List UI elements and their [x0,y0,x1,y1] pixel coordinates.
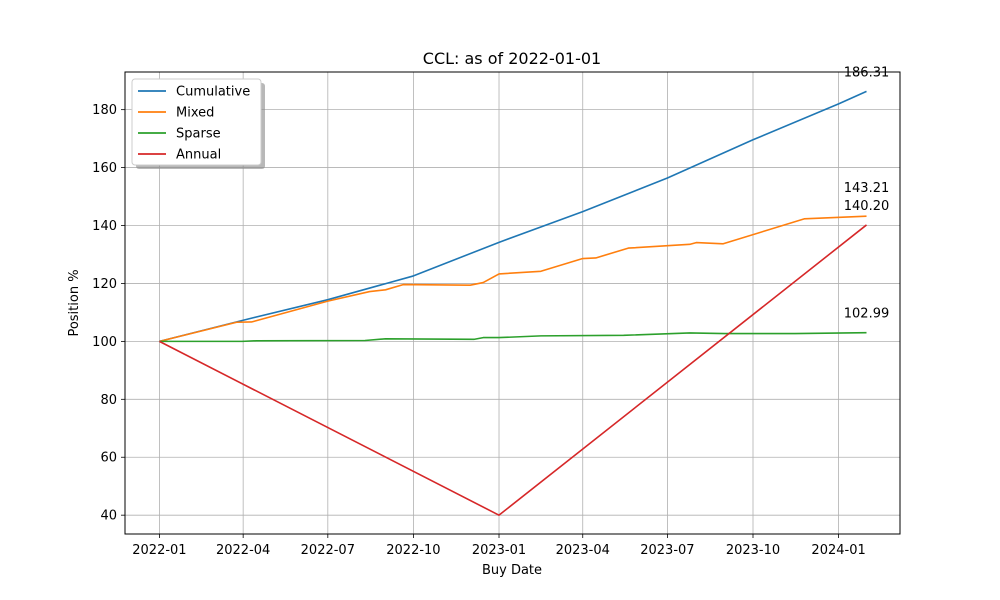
legend-label-cumulative: Cumulative [176,85,250,100]
y-tick-label: 40 [100,509,117,524]
x-tick-label: 2022-07 [301,543,355,558]
end-label-annual: 140.20 [844,199,890,214]
x-tick-label: 2023-01 [472,543,526,558]
x-axis-ticks: 2022-01 2022-04 2022-07 2022-10 2023-01 2023-… [132,534,866,558]
legend-label-annual: Annual [176,148,221,163]
x-tick-label: 2023-07 [640,543,694,558]
legend-label-mixed: Mixed [176,106,214,121]
y-tick-label: 60 [100,451,117,466]
x-tick-label: 2022-10 [386,543,440,558]
y-axis-ticks: 40 60 80 100 120 140 160 180 [92,103,125,524]
y-tick-label: 120 [92,277,117,292]
y-tick-label: 80 [100,393,117,408]
y-tick-label: 180 [92,103,117,118]
legend-label-sparse: Sparse [176,127,221,142]
series-lines [159,90,868,516]
y-tick-label: 140 [92,219,117,234]
grid [125,72,900,534]
series-line-sparse [159,331,867,343]
series-line-annual [159,224,868,516]
x-tick-label: 2022-01 [132,543,186,558]
series-line-cumulative [159,90,867,343]
end-labels: 186.31 143.21 102.99 140.20 [844,65,890,321]
legend-box [131,78,262,166]
x-tick-label: 2022-04 [216,543,270,558]
y-tick-label: 160 [92,161,117,176]
end-label-cumulative: 186.31 [844,65,890,80]
x-axis-label: Buy Date [482,563,542,578]
end-label-sparse: 102.99 [844,307,890,322]
plot-frame [124,71,901,535]
x-tick-label: 2023-04 [556,543,610,558]
legend: Cumulative Mixed Sparse Annual [131,78,265,169]
y-axis-label: Position % [67,269,82,336]
series-line-mixed [159,215,867,343]
x-tick-label: 2024-01 [811,543,865,558]
y-tick-label: 100 [92,335,117,350]
x-tick-label: 2023-10 [726,543,780,558]
end-label-mixed: 143.21 [844,181,890,196]
chart-title: CCL: as of 2022-01-01 [423,49,601,68]
